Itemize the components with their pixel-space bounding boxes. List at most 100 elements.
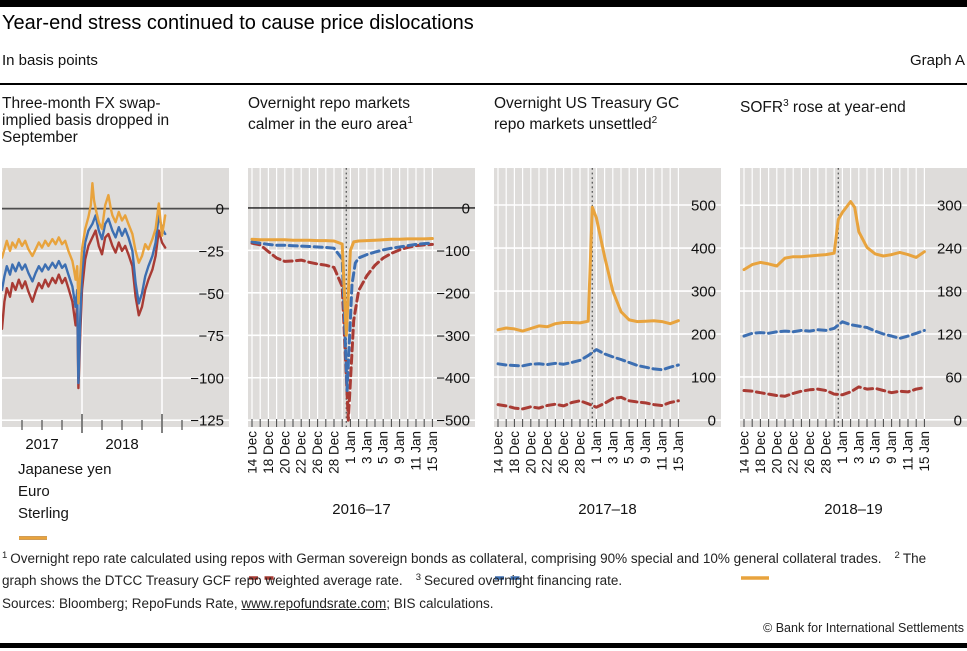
series-2017-18 [742,320,926,340]
plot-background [2,168,229,427]
x-axis-date-label: 14 Dec [248,431,260,474]
units-label: In basis points [2,52,98,69]
svg-text:28 Dec: 28 Dec [819,431,834,474]
legend-line-swatch [495,576,523,580]
repofundsrate-link[interactable]: www.repofundsrate.com [241,596,387,611]
x-axis-date-label: 14 Dec [740,431,752,474]
legend-label: Japanese yen [18,461,112,478]
svg-text:15 Jan: 15 Jan [671,431,686,472]
bottom-black-bar [0,643,967,648]
figure-subtitle-row: In basis points Graph A [2,52,965,69]
x-axis-year-label: 2018 [105,436,138,453]
legend-label: 2017–18 [578,501,637,518]
x-axis-date-label: 18 Dec [753,431,768,474]
panel-2-title: Overnight repo markets calmer in the euro… [248,95,413,134]
y-axis-label: 0 [954,412,962,429]
svg-text:3 Jan: 3 Jan [851,431,866,464]
footnote-item: 2 The graph shows the DTCC Treasury GCF r… [2,550,927,588]
legend-label: Sterling [18,505,69,522]
x-axis-date-label: 15 Jan [425,431,440,472]
svg-text:18 Dec: 18 Dec [507,431,522,474]
svg-text:11 Jan: 11 Jan [901,431,916,471]
svg-text:9 Jan: 9 Jan [392,431,407,464]
series-2016-17 [496,395,680,411]
x-axis-date-label: 3 Jan [359,431,374,464]
svg-text:14 Dec: 14 Dec [248,431,260,474]
x-axis-date-label: 28 Dec [327,431,342,474]
x-axis-date-label: 15 Jan [671,431,686,472]
svg-text:18 Dec: 18 Dec [261,431,276,474]
x-axis-date-label: 26 Dec [310,431,325,474]
svg-text:11 Jan: 11 Jan [409,431,424,471]
svg-text:15 Jan: 15 Jan [917,431,932,472]
panel-1-title: Three-month FX swap-implied basis droppe… [2,95,170,146]
panel-4-plot: 14 Dec 18 Dec 20 Dec 22 Dec 26 Dec 28 Dec 1 Ja… [740,168,967,474]
y-axis-label: −400 [436,370,470,387]
x-axis-date-label: 3 Jan [851,431,866,464]
x-axis-date-label: 20 Dec [277,431,292,474]
panel-3-title: Overnight US Treasury GC repo markets uns… [494,95,680,134]
svg-text:26 Dec: 26 Dec [556,431,571,474]
x-axis-date-label: 18 Dec [261,431,276,474]
svg-text:26 Dec: 26 Dec [310,431,325,474]
y-axis-label: 240 [937,241,962,258]
panel-4-legend: 2018–19 [740,501,967,580]
series-2018-19 [496,205,680,333]
x-axis-date-label: 9 Jan [392,431,407,464]
x-axis-date-label: 18 Dec [507,431,522,474]
y-axis-label: 100 [691,370,716,387]
svg-text:22 Dec: 22 Dec [540,431,555,474]
svg-text:3 Jan: 3 Jan [359,431,374,464]
svg-text:20 Dec: 20 Dec [769,431,784,474]
svg-text:28 Dec: 28 Dec [327,431,342,474]
y-axis-label: 0 [216,201,224,218]
y-axis-label: −75 [199,328,224,345]
x-axis-date-label: 15 Jan [917,431,932,472]
y-axis-label: 60 [945,369,962,386]
x-axis-date-label: 11 Jan [901,431,916,471]
footnotes: 1 Overnight repo rate calculated using re… [2,546,964,590]
legend-item: Euro [18,483,111,540]
x-axis-date-label: 20 Dec [769,431,784,474]
plot-background [494,168,721,427]
panel-1-legend: Japanese yen Euro Sterling [18,461,112,540]
y-axis-label: −125 [190,413,224,430]
x-axis-date-label: 22 Dec [540,431,555,474]
x-axis-date-label: 9 Jan [884,431,899,464]
y-axis-label: −25 [199,243,224,260]
svg-text:3 Jan: 3 Jan [605,431,620,464]
top-black-bar [0,0,967,7]
copyright: © Bank for International Settlements [763,621,964,635]
series-2016-17 [742,385,926,398]
svg-text:9 Jan: 9 Jan [884,431,899,464]
panel-3: Overnight US Treasury GC repo markets uns… [494,95,721,580]
legend-item: 2017–18 [495,501,637,580]
y-axis-label: 0 [462,200,470,217]
svg-text:5 Jan: 5 Jan [868,431,883,464]
legend-item: 2016–17 [249,501,391,580]
panel-3-legend: 2017–18 [494,501,721,580]
svg-text:5 Jan: 5 Jan [622,431,637,464]
x-axis-date-label: 11 Jan [409,431,424,471]
x-axis-date-label: 1 Jan [589,431,604,464]
panel-3-plot: 14 Dec 18 Dec 20 Dec 22 Dec 26 Dec 28 Dec 1 Ja… [494,168,721,474]
y-axis-label: 300 [691,284,716,301]
x-axis-date-label: 11 Jan [655,431,670,471]
y-axis-label: −300 [436,328,470,345]
panel-2-plot: 14 Dec 18 Dec 20 Dec 22 Dec 26 Dec 28 Dec 1 Ja… [248,168,475,474]
x-axis-date-label: 28 Dec [573,431,588,474]
svg-text:11 Jan: 11 Jan [655,431,670,471]
svg-text:5 Jan: 5 Jan [376,431,391,464]
y-axis-label: 0 [708,413,716,430]
footnote-item: 3 Secured overnight financing rate. [415,572,623,588]
svg-text:14 Dec: 14 Dec [740,431,752,474]
x-axis-date-label: 26 Dec [556,431,571,474]
footnote-item: 1 Overnight repo rate calculated using re… [2,550,882,566]
y-axis-label: −100 [436,243,470,260]
y-axis-label: −100 [190,370,224,387]
x-axis-date-label: 1 Jan [343,431,358,464]
y-axis-label: −200 [436,285,470,302]
series-2017-18 [250,240,434,392]
x-axis-date-label: 26 Dec [802,431,817,474]
